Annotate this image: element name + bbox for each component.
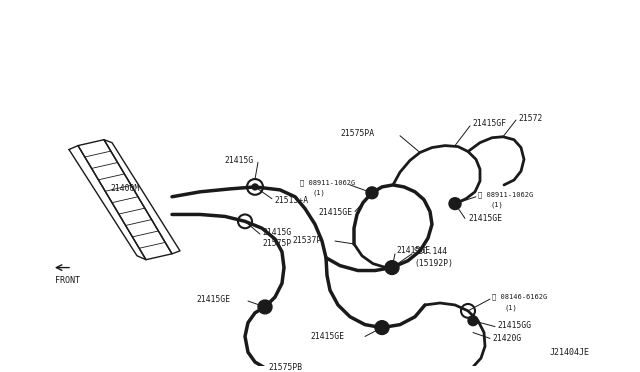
Circle shape xyxy=(366,187,378,199)
Text: 21575P: 21575P xyxy=(262,240,291,248)
Text: 21415GE: 21415GE xyxy=(318,208,352,217)
Text: Ⓝ 08911-1062G: Ⓝ 08911-1062G xyxy=(478,192,533,198)
Text: 21572: 21572 xyxy=(518,113,542,122)
Text: 21415GE: 21415GE xyxy=(196,295,230,304)
Text: 21415GE: 21415GE xyxy=(310,332,344,341)
Text: 21537P: 21537P xyxy=(292,235,321,244)
Circle shape xyxy=(385,261,399,275)
Text: (1): (1) xyxy=(312,190,324,196)
Text: FRONT: FRONT xyxy=(55,276,80,285)
Text: 21415GF: 21415GF xyxy=(472,119,506,128)
Circle shape xyxy=(258,300,272,314)
Text: Ⓝ 08146-6162G: Ⓝ 08146-6162G xyxy=(492,294,547,301)
Circle shape xyxy=(375,321,389,334)
Circle shape xyxy=(449,198,461,209)
Text: 21575PB: 21575PB xyxy=(268,363,302,372)
Text: Ⓝ 08911-1062G: Ⓝ 08911-1062G xyxy=(300,180,355,186)
Text: (1): (1) xyxy=(490,201,503,208)
Text: 21420G: 21420G xyxy=(492,334,521,343)
Circle shape xyxy=(252,184,258,190)
Text: 21575PA: 21575PA xyxy=(340,129,374,138)
Text: SEC.144: SEC.144 xyxy=(414,247,448,256)
Text: 21415GE: 21415GE xyxy=(396,246,430,255)
Text: 21415G: 21415G xyxy=(224,156,253,165)
Circle shape xyxy=(468,316,478,326)
Text: J21404JE: J21404JE xyxy=(550,348,590,357)
Text: 21400M: 21400M xyxy=(110,185,140,193)
Text: 21415GG: 21415GG xyxy=(497,321,531,330)
Text: (15192P): (15192P) xyxy=(414,259,453,268)
Text: (1): (1) xyxy=(505,305,518,311)
Text: 21415GE: 21415GE xyxy=(468,214,502,223)
Text: 21415G: 21415G xyxy=(262,228,291,237)
Text: 21513+A: 21513+A xyxy=(274,196,308,205)
